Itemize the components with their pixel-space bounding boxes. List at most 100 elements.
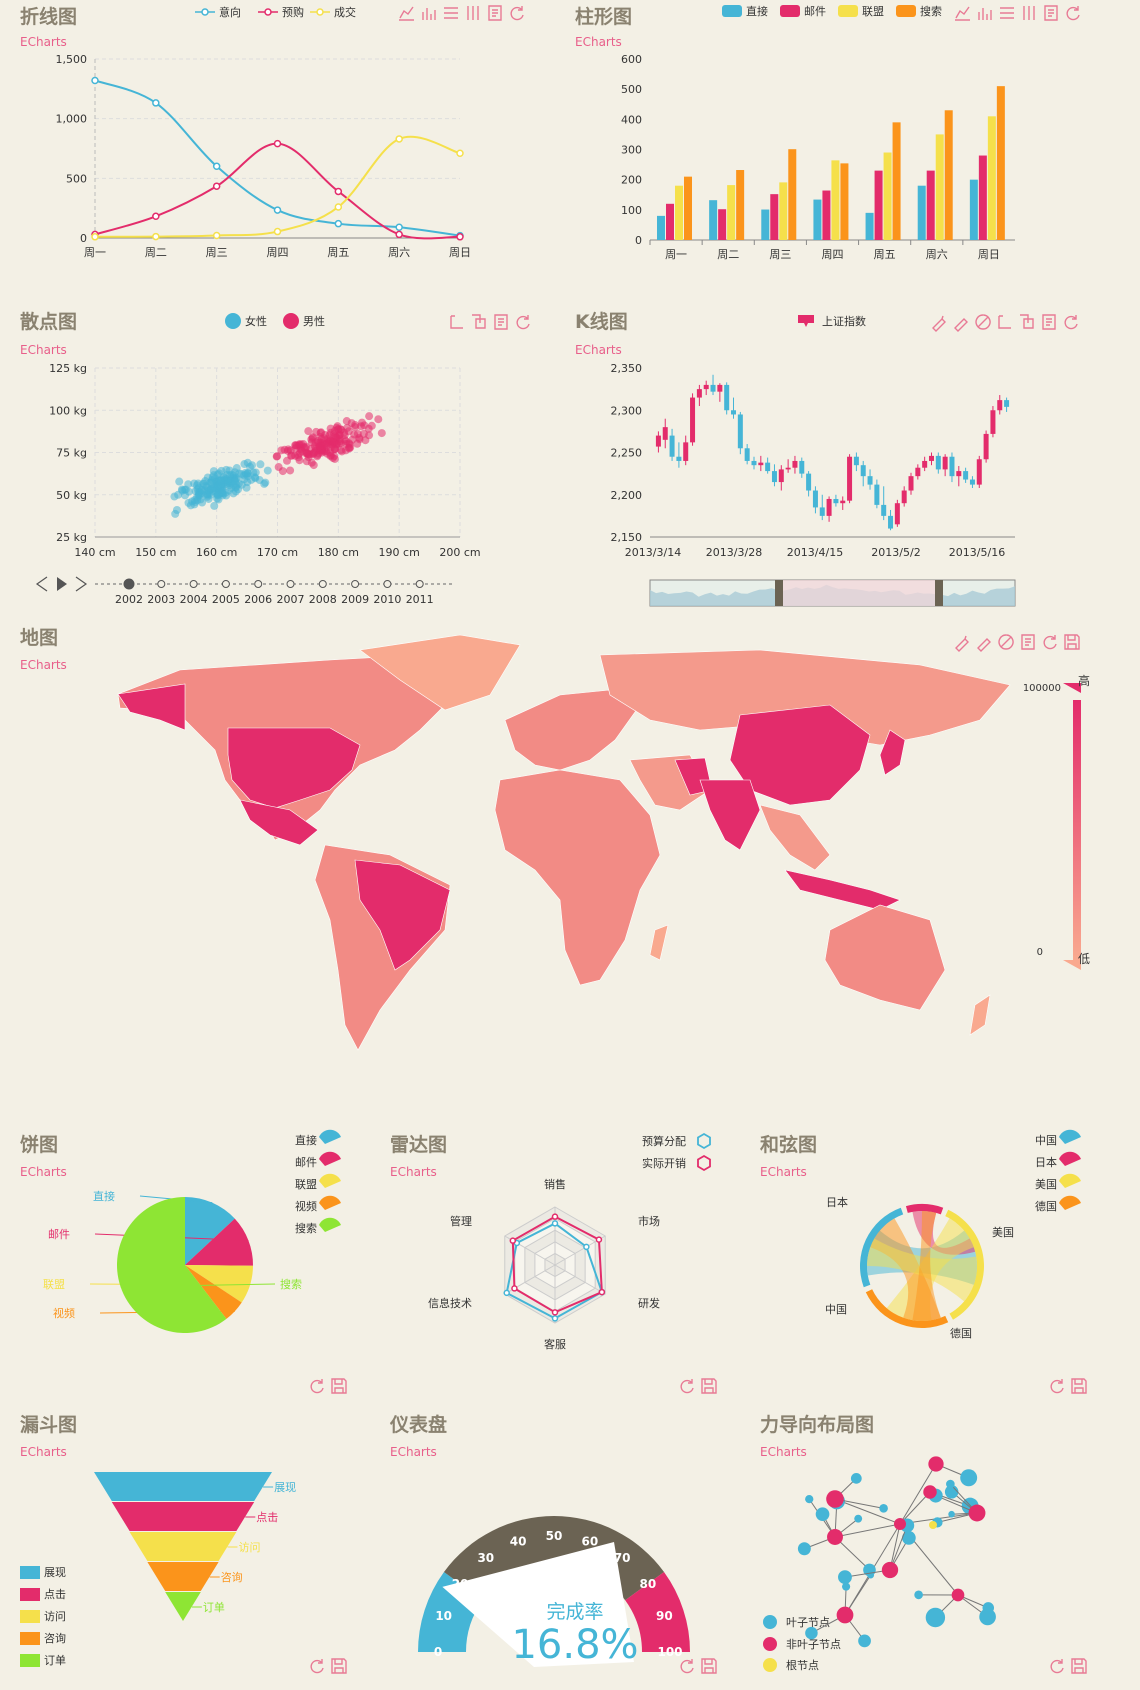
- visualmap-handle-top[interactable]: [1063, 683, 1081, 693]
- force-hub-node[interactable]: [836, 1606, 854, 1624]
- line-legend-0[interactable]: 意向: [195, 5, 241, 19]
- timeline-node[interactable]: [318, 580, 327, 588]
- scatter-legend-0[interactable]: 女性: [225, 313, 267, 329]
- map-region-brazil[interactable]: [354, 859, 451, 971]
- save-icon[interactable]: [1071, 1658, 1087, 1674]
- bar-icon[interactable]: [422, 8, 436, 20]
- bar-legend-1[interactable]: 邮件: [780, 5, 826, 18]
- funnel-legend-0[interactable]: 展现: [20, 1566, 66, 1579]
- force-legend-0[interactable]: 叶子节点: [763, 1615, 830, 1629]
- kline-legend-0[interactable]: 上证指数: [798, 314, 866, 328]
- force-leaf-node[interactable]: [879, 1504, 888, 1513]
- map-region-usa[interactable]: [227, 727, 361, 809]
- funnel-legend-4[interactable]: 订单: [20, 1654, 66, 1667]
- timeline-prev-icon[interactable]: [35, 576, 48, 592]
- bar-icon[interactable]: [978, 8, 992, 20]
- map-region-greenland[interactable]: [359, 634, 521, 711]
- funnel-legend-1[interactable]: 点击: [20, 1588, 66, 1601]
- map-region-japan[interactable]: [879, 729, 906, 776]
- chord-ribbon[interactable]: [912, 1211, 941, 1321]
- refresh-icon[interactable]: [1043, 635, 1057, 650]
- data-icon[interactable]: [494, 314, 508, 330]
- force-leaf-node[interactable]: [815, 1507, 830, 1521]
- refresh-icon[interactable]: [680, 1379, 694, 1394]
- force-hub-node[interactable]: [951, 1588, 965, 1602]
- map-region-madagascar[interactable]: [649, 924, 669, 961]
- save-icon[interactable]: [331, 1378, 347, 1394]
- chord-legend-0[interactable]: 中国: [1035, 1129, 1081, 1147]
- map-region-alaska[interactable]: [117, 683, 186, 731]
- datazoom-handle-left[interactable]: [775, 580, 783, 606]
- chord-group-arc[interactable]: [865, 1289, 949, 1328]
- funnel-segment-点击[interactable]: [111, 1502, 255, 1531]
- tiled-icon[interactable]: [1023, 6, 1035, 20]
- markundo-icon[interactable]: [977, 638, 991, 652]
- line-icon[interactable]: [399, 6, 414, 21]
- force-hub-node[interactable]: [923, 1485, 937, 1499]
- timeline-node[interactable]: [254, 580, 263, 588]
- data-icon[interactable]: [1042, 314, 1056, 330]
- data-icon[interactable]: [1021, 634, 1035, 650]
- refresh-icon[interactable]: [1050, 1659, 1064, 1674]
- refresh-icon[interactable]: [1066, 6, 1080, 21]
- force-leaf-node[interactable]: [805, 1494, 814, 1504]
- force-leaf-node[interactable]: [902, 1530, 916, 1545]
- datazoom-window[interactable]: [778, 580, 940, 606]
- pie-slice-搜索[interactable]: [117, 1197, 227, 1333]
- pie-legend-0[interactable]: 直接: [295, 1129, 341, 1147]
- refresh-icon[interactable]: [510, 6, 524, 21]
- force-hub-node[interactable]: [968, 1504, 986, 1522]
- timeline-node[interactable]: [383, 580, 392, 588]
- timeline-play-icon[interactable]: [57, 577, 67, 591]
- refresh-icon[interactable]: [1064, 315, 1078, 330]
- chord-legend-2[interactable]: 美国: [1035, 1173, 1081, 1191]
- funnel-legend-3[interactable]: 咨询: [20, 1631, 66, 1645]
- pie-slice-邮件[interactable]: [185, 1218, 254, 1266]
- map-visualmap[interactable]: 100000 0 高低: [1023, 673, 1090, 970]
- force-hub-node[interactable]: [881, 1561, 899, 1579]
- timeline-node[interactable]: [351, 580, 360, 588]
- force-legend-2[interactable]: 根节点: [763, 1658, 819, 1672]
- force-leaf-node[interactable]: [838, 1570, 852, 1585]
- tiled-icon[interactable]: [467, 6, 479, 20]
- pie-legend-2[interactable]: 联盟: [295, 1173, 341, 1191]
- timeline-node[interactable]: [415, 580, 424, 588]
- save-icon[interactable]: [331, 1658, 347, 1674]
- stack-icon[interactable]: [444, 7, 458, 19]
- refresh-icon[interactable]: [1050, 1379, 1064, 1394]
- radar-legend-0[interactable]: 预算分配: [642, 1132, 711, 1150]
- timeline-node[interactable]: [286, 580, 295, 588]
- visualmap-handle-bottom[interactable]: [1063, 960, 1081, 970]
- data-icon[interactable]: [488, 5, 502, 21]
- timeline-node[interactable]: [123, 578, 135, 590]
- pie-slice-视频[interactable]: [185, 1265, 242, 1319]
- map-region-china[interactable]: [729, 704, 871, 806]
- markclear-icon[interactable]: [975, 314, 991, 330]
- force-leaf-node[interactable]: [960, 1469, 978, 1487]
- force-leaf-node[interactable]: [850, 1472, 862, 1484]
- refresh-icon[interactable]: [680, 1659, 694, 1674]
- force-leaf-node[interactable]: [914, 1590, 923, 1600]
- save-icon[interactable]: [1071, 1378, 1087, 1394]
- line-legend-2[interactable]: 成交: [310, 5, 356, 19]
- map-region-africa[interactable]: [494, 769, 661, 986]
- force-hub-node[interactable]: [928, 1456, 944, 1472]
- force-leaf-node[interactable]: [948, 1510, 955, 1518]
- zoomreset-icon[interactable]: [472, 314, 486, 329]
- force-leaf-node[interactable]: [979, 1608, 996, 1626]
- mark-icon[interactable]: [932, 315, 946, 332]
- force-leaf-node[interactable]: [805, 1626, 818, 1640]
- force-leaf-node[interactable]: [858, 1634, 871, 1648]
- funnel-segment-展现[interactable]: [94, 1472, 272, 1501]
- scatter-timeline[interactable]: 2002 2003 2004 2005 2006 2007 2008 2009 2010 2011: [35, 576, 455, 606]
- force-root-node[interactable]: [929, 1521, 937, 1529]
- map-region-russia[interactable]: [599, 649, 1011, 746]
- markundo-icon[interactable]: [954, 318, 968, 332]
- bar-legend-2[interactable]: 联盟: [838, 5, 884, 18]
- line-icon[interactable]: [955, 6, 970, 21]
- chord-legend-1[interactable]: 日本: [1035, 1151, 1081, 1169]
- map-region-indonesia[interactable]: [784, 869, 901, 911]
- map-region-india[interactable]: [699, 779, 761, 851]
- mark-icon[interactable]: [955, 635, 969, 652]
- funnel-segment-访问[interactable]: [129, 1532, 237, 1561]
